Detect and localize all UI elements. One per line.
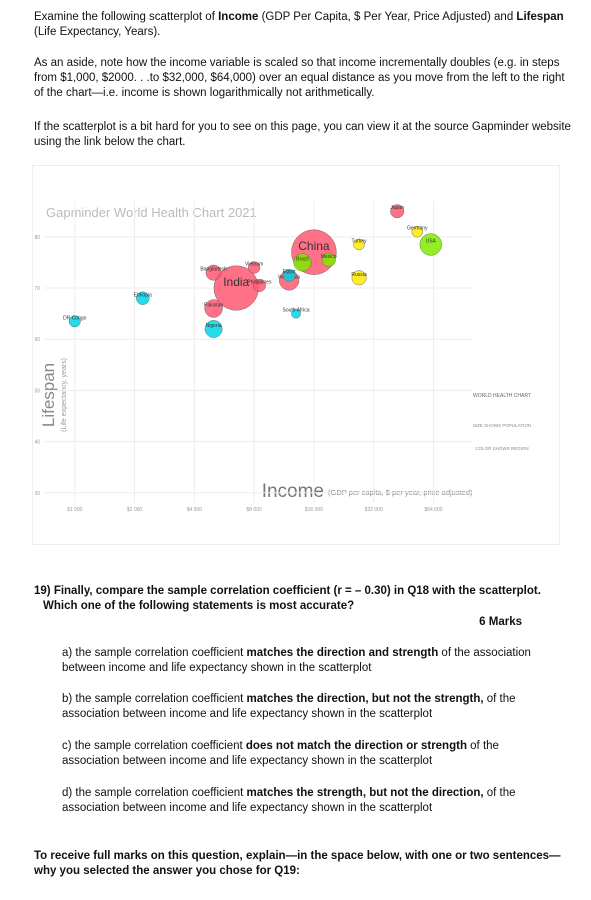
y-tick-label: 80: [34, 235, 40, 241]
color-note: COLOR SHOWS REGION: [475, 446, 528, 451]
bubble-label: Vietnam: [245, 262, 263, 268]
bubble-label: Germany: [407, 226, 428, 232]
intro-paragraph: If the scatterplot is a bit hard for you…: [34, 120, 574, 150]
bubble: [205, 264, 222, 281]
question-text: 19) Finally, compare the sample correlat…: [34, 585, 541, 612]
bubble-label: Ethiopia: [134, 292, 152, 298]
text-run: (Life Expectancy, Years).: [34, 26, 161, 38]
instruction: To receive full marks on this question, …: [34, 850, 561, 877]
bubble: [390, 204, 405, 219]
bubble-label: Bangladesh: [200, 267, 227, 273]
text-run: Examine the following scatterplot of: [34, 11, 219, 23]
text-run: of the association between income and li…: [62, 787, 516, 814]
x-tick-label: $1 000: [67, 507, 83, 513]
bubble-label: Brazil: [296, 256, 309, 262]
bubble: [136, 291, 150, 305]
text-run: of the association between income and li…: [62, 693, 516, 720]
bubble-label: Philippines: [247, 279, 272, 285]
bubble-label: Nigeria: [206, 323, 222, 329]
text-run: b) the sample correlation coefficient: [62, 693, 247, 705]
text-run: of the association between income and li…: [62, 647, 531, 674]
legend-title: WORLD HEALTH CHART: [473, 393, 531, 399]
y-axis-label: Lifespan: [39, 363, 58, 427]
text-run: c) the sample correlation coefficient: [62, 740, 246, 752]
size-note: SIZE SHOWS POPULATION: [473, 423, 531, 428]
bubble-label: Mexico: [321, 254, 337, 260]
text-run: a) the sample correlation coefficient: [62, 647, 247, 659]
y-axis-sublabel: (Life expectancy, years): [61, 358, 68, 432]
text-run: of the association between income and li…: [62, 740, 499, 767]
option: d) the sample correlation coefficient ma…: [62, 786, 532, 816]
bubble: [419, 233, 442, 256]
y-tick-label: 50: [34, 388, 40, 394]
chart: Gapminder World Health Chart 2021 Lifesp…: [32, 165, 560, 545]
bubble: [68, 315, 81, 328]
intro-paragraph: As an aside, note how the income variabl…: [34, 56, 574, 101]
bubble-label: Turkey: [352, 239, 368, 245]
y-tick-label: 70: [34, 286, 40, 292]
text-run: d) the sample correlation coefficient: [62, 787, 247, 799]
option: a) the sample correlation coefficient ma…: [62, 646, 532, 676]
option: c) the sample correlation coefficient do…: [62, 739, 532, 769]
option: b) the sample correlation coefficient ma…: [62, 692, 532, 722]
y-tick-label: 30: [34, 491, 40, 497]
bubble: [411, 226, 423, 238]
text-run: If the scatterplot is a bit hard for you…: [34, 121, 571, 148]
x-tick-label: $64 000: [424, 507, 442, 513]
bubble: [321, 252, 336, 267]
x-axis-label: Income: [262, 481, 324, 502]
intro-paragraph: Examine the following scatterplot of Inc…: [34, 10, 574, 40]
text-run: Lifespan: [516, 11, 564, 23]
bubble: [252, 278, 266, 292]
bubble: [291, 308, 301, 319]
bubble-label: India: [223, 275, 249, 289]
bubble-label: Russia: [351, 272, 367, 278]
chart-title: Gapminder World Health Chart 2021: [46, 205, 257, 220]
x-tick-label: $2 000: [127, 507, 143, 513]
text-run: does not match the direction or strength: [245, 740, 467, 752]
text-run: matches the direction, but not the stren…: [246, 693, 484, 705]
bubble: [204, 299, 223, 318]
y-tick-label: 40: [34, 440, 40, 446]
bubble-label: Egypt: [283, 269, 296, 275]
x-tick-label: $8 000: [246, 507, 262, 513]
x-tick-label: $16 000: [305, 507, 323, 513]
y-tick-label: 60: [34, 337, 40, 343]
bubble-label: DR Congo: [63, 315, 87, 321]
x-tick-label: $4 000: [187, 507, 203, 513]
text-run: Income: [218, 11, 259, 23]
bubble: [248, 261, 261, 274]
bubble-label: Japan: [390, 205, 404, 211]
bubble: [282, 268, 296, 282]
text-run: (GDP Per Capita, $ Per Year, Price Adjus…: [258, 11, 517, 23]
chart-frame: [32, 165, 560, 545]
text-run: matches the direction and strength: [246, 647, 439, 659]
marks: 6 Marks: [479, 616, 522, 628]
text-run: matches the strength, but not the direct…: [246, 787, 484, 799]
bubble-label: China: [298, 239, 330, 253]
bubble: [293, 253, 312, 272]
x-tick-label: $32 000: [365, 507, 383, 513]
bubble: [204, 320, 223, 338]
bubble-label: South Africa: [283, 308, 310, 314]
text-run: As an aside, note how the income variabl…: [34, 57, 565, 99]
bubble: [353, 238, 365, 251]
bubble: [351, 270, 367, 286]
bubble-label: Pakistan: [204, 302, 223, 308]
bubble-label: USA: [426, 239, 437, 245]
